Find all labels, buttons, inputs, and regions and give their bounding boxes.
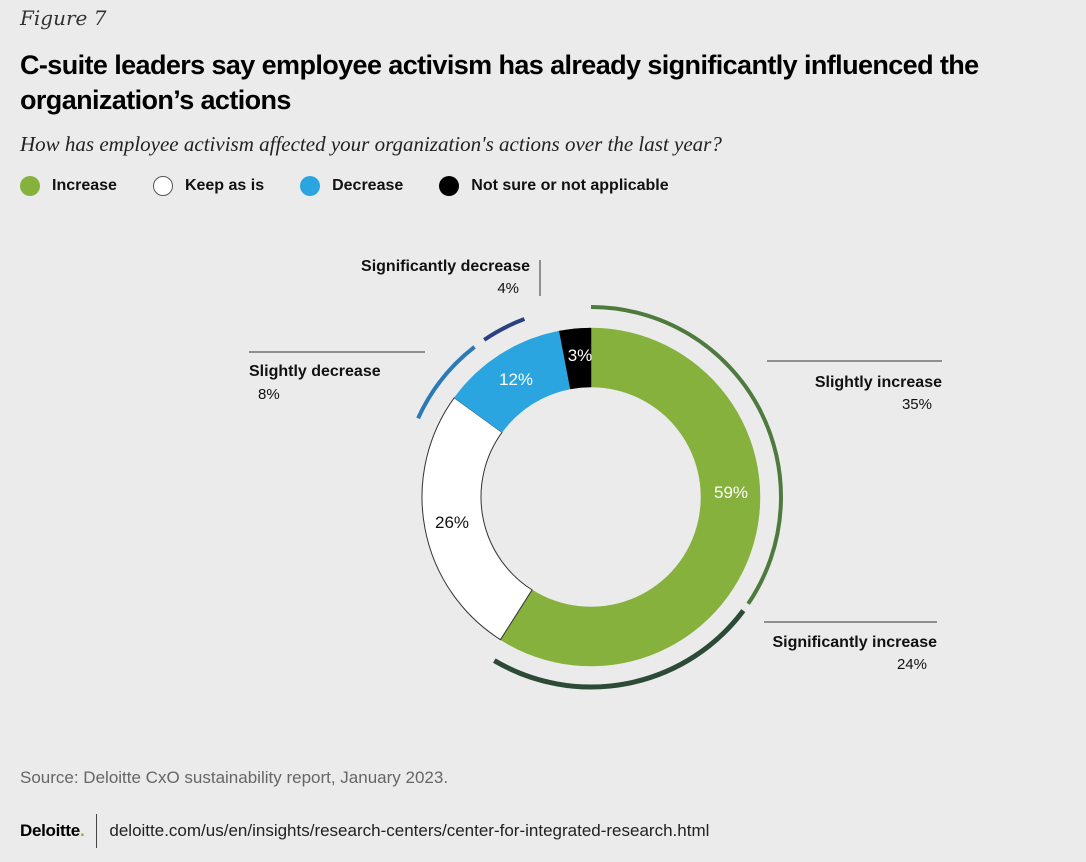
legend-swatch-increase <box>20 176 40 196</box>
chart-subtitle: How has employee activism affected your … <box>20 132 722 156</box>
legend-label-decrease: Decrease <box>332 177 404 194</box>
legend: Increase Keep as is Decrease Not sure or… <box>20 176 705 196</box>
slice-label-decrease: 12% <box>499 370 533 389</box>
source-note: Source: Deloitte CxO sustainability repo… <box>20 768 449 787</box>
brand-dot: . <box>79 821 85 840</box>
legend-label-increase: Increase <box>52 177 117 194</box>
arc-significantly-increase <box>493 609 746 690</box>
callout-title-significantly-increase: Significantly increase <box>772 634 937 651</box>
callout-title-slightly-increase: Slightly increase <box>815 374 942 391</box>
legend-item-decrease: Decrease <box>300 176 403 196</box>
breakdown-arcs <box>416 305 783 690</box>
legend-swatch-not-sure <box>439 176 460 196</box>
callout-value-significantly-decrease: 4% <box>497 280 519 297</box>
slice-keep-as-is <box>421 396 533 641</box>
legend-item-not-sure: Not sure or not applicable <box>439 176 669 196</box>
figure-label: Figure 7 <box>20 6 107 30</box>
legend-item-keep-as-is: Keep as is <box>152 176 265 196</box>
slice-label-increase: 59% <box>714 483 748 502</box>
slice-increase <box>500 327 761 667</box>
footer-url[interactable]: deloitte.com/us/en/insights/research-cen… <box>109 821 710 840</box>
arc-slightly-increase <box>590 305 783 605</box>
legend-swatch-keep-as-is <box>152 176 173 196</box>
footer-divider <box>96 814 98 848</box>
legend-label-not-sure: Not sure or not applicable <box>471 177 669 194</box>
slice-not-sure-or-not-applicable <box>559 327 592 390</box>
callout-title-significantly-decrease: Significantly decrease <box>361 258 530 275</box>
slice-label-keep-as-is: 26% <box>435 513 469 532</box>
callout-value-significantly-increase: 24% <box>897 656 927 673</box>
legend-item-increase: Increase <box>20 176 117 196</box>
donut-slices <box>421 327 761 667</box>
callout-lines <box>249 260 942 623</box>
callout-value-slightly-decrease: 8% <box>258 386 280 403</box>
arc-significantly-decrease <box>483 317 526 342</box>
footer: Deloitte. deloitte.com/us/en/insights/re… <box>20 814 709 848</box>
slice-label-not-sure: 3% <box>568 346 593 365</box>
callout-value-slightly-increase: 35% <box>902 396 932 413</box>
legend-label-keep-as-is: Keep as is <box>184 177 265 194</box>
deloitte-logo: Deloitte. <box>20 821 85 841</box>
legend-swatch-decrease <box>300 176 321 196</box>
callout-title-slightly-decrease: Slightly decrease <box>249 363 381 380</box>
chart-title: C-suite leaders say employee activism ha… <box>20 50 979 115</box>
arc-slightly-decrease <box>416 345 476 420</box>
brand-name: Deloitte <box>20 821 80 840</box>
